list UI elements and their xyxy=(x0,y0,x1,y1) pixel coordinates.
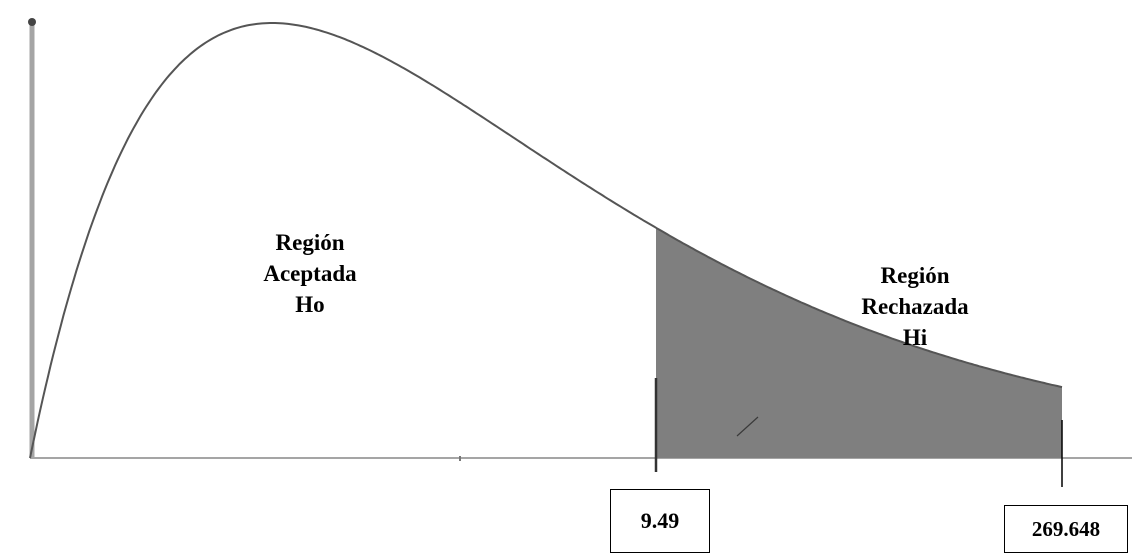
reject-region-line-2: Rechazada xyxy=(861,294,969,319)
y-axis-cap xyxy=(28,18,36,26)
accept-region-line-3: Ho xyxy=(295,292,325,317)
accept-region-line-1: Región xyxy=(275,230,345,255)
rejection-region-arrow-mark xyxy=(736,416,759,437)
reject-region-line-3: Hi xyxy=(902,325,928,350)
rejection-region-shading xyxy=(656,227,1062,458)
test-statistic-text: 269.648 xyxy=(1031,516,1101,541)
critical-value-text: 9.49 xyxy=(640,508,680,533)
critical-value-box: 9.49 xyxy=(610,489,710,553)
test-statistic-box: 269.648 xyxy=(1004,505,1128,553)
reject-region-line-1: Región xyxy=(880,263,950,288)
reject-region-label: Región Rechazada Hi xyxy=(830,260,1000,353)
accept-region-label: Región Aceptada Ho xyxy=(235,227,385,320)
density-curve xyxy=(29,22,1063,459)
accept-region-line-2: Aceptada xyxy=(263,261,357,286)
